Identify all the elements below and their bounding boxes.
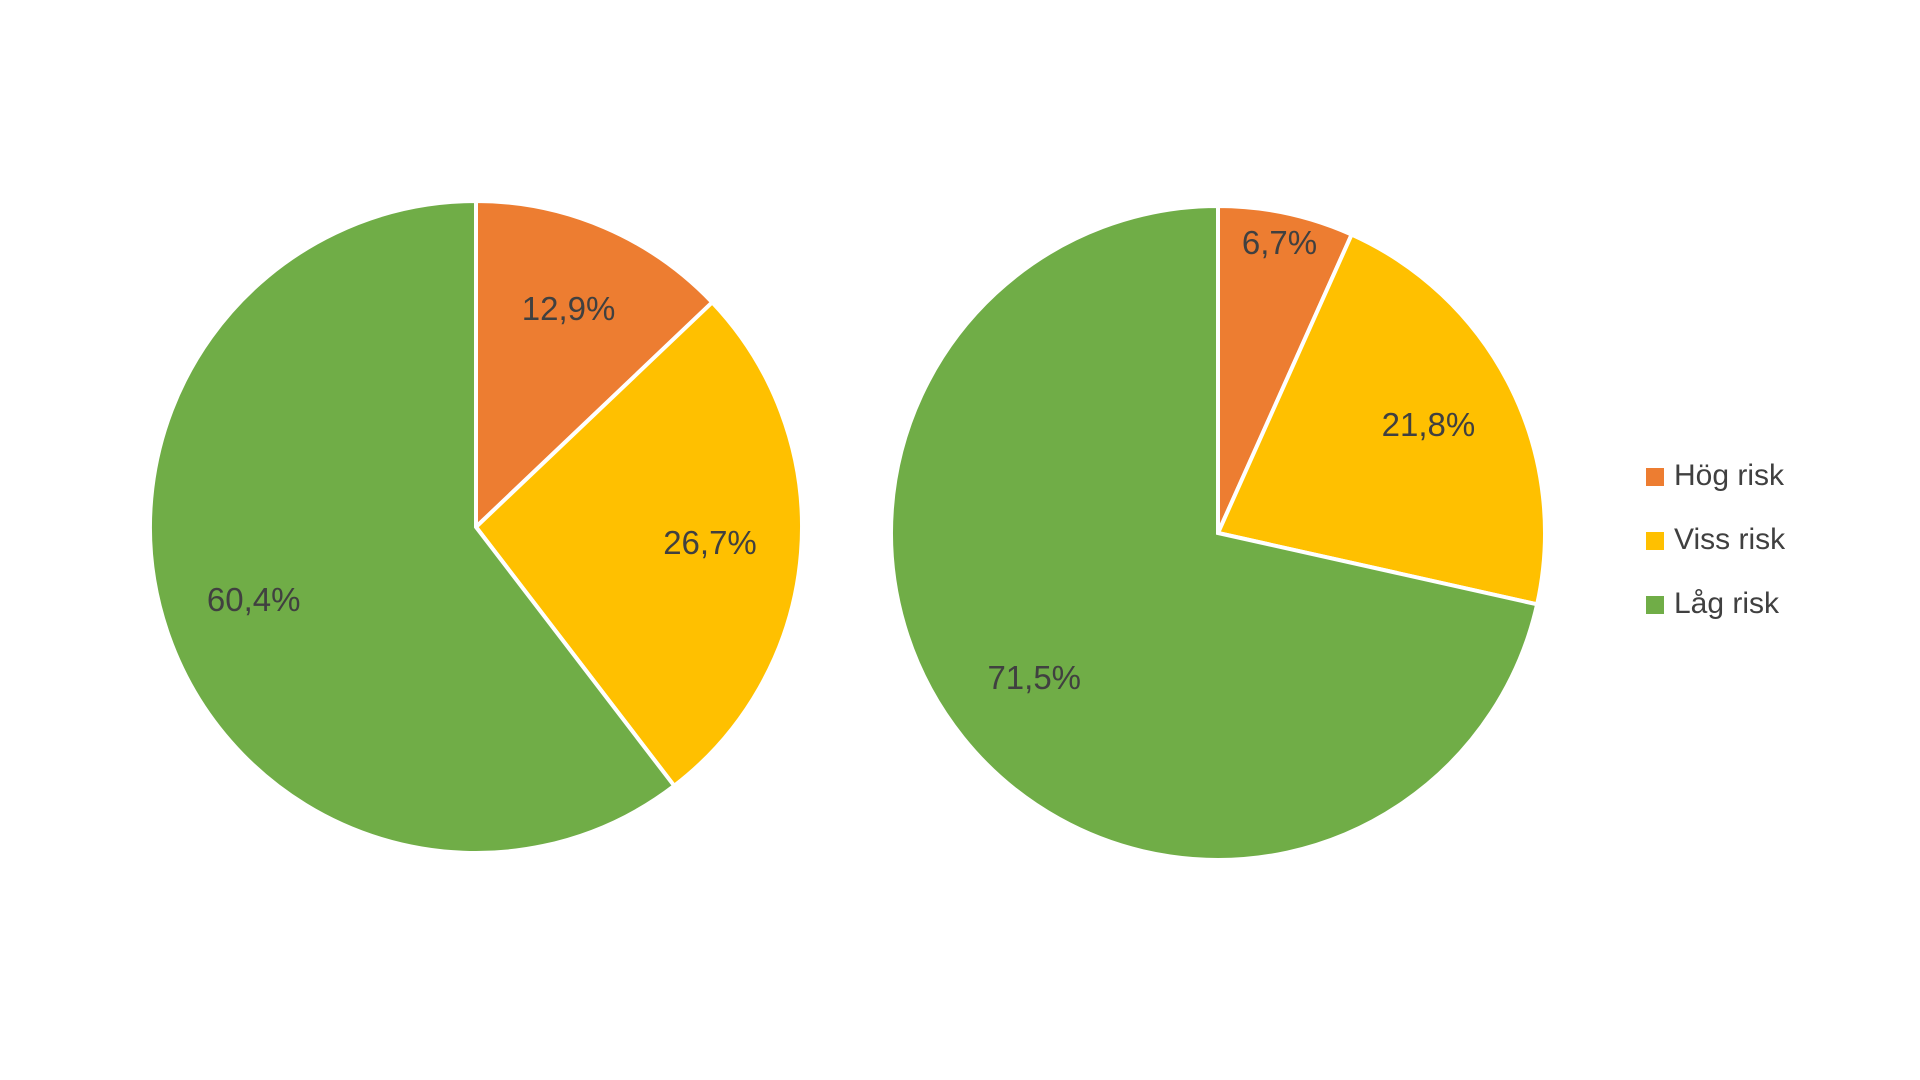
legend-swatch [1646,596,1664,614]
legend-swatch [1646,468,1664,486]
data-label: 60,4% [207,581,301,618]
data-label: 71,5% [987,659,1081,696]
pie-slice [148,198,677,855]
data-label: 12,9% [522,290,616,327]
legend-label: Låg risk [1674,587,1780,620]
data-label: 6,7% [1242,224,1317,261]
pie-slice [1216,203,1355,534]
legend-swatch [1646,532,1664,550]
data-label: 21,8% [1382,406,1476,443]
legend-label: Viss risk [1674,523,1786,556]
pie-slice [474,198,716,532]
legend-label: Hög risk [1674,459,1785,492]
pie-slice [473,299,804,789]
data-label: 26,7% [663,524,757,561]
pie-slice [1215,231,1547,607]
pie-slice [889,203,1540,862]
